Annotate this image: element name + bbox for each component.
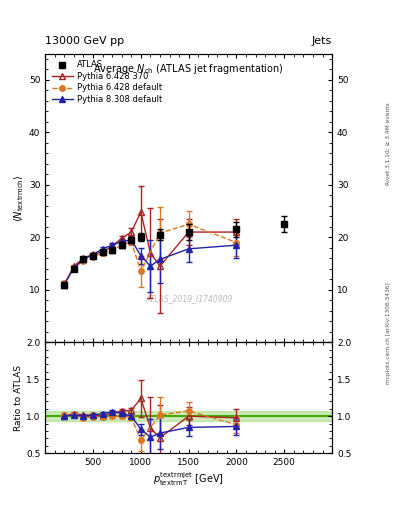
Text: ATLAS_2019_I1740909: ATLAS_2019_I1740909 [145, 294, 232, 304]
Y-axis label: $\langle N_{\rm textrm{ch}}\rangle$: $\langle N_{\rm textrm{ch}}\rangle$ [12, 174, 26, 222]
Text: Average $N_{\rm ch}$ (ATLAS jet fragmentation): Average $N_{\rm ch}$ (ATLAS jet fragment… [94, 62, 284, 76]
Text: Jets: Jets [312, 36, 332, 46]
X-axis label: $p_{\rm textrm{T}}^{\rm textrm{jet}}$ [GeV]: $p_{\rm textrm{T}}^{\rm textrm{jet}}$ [G… [153, 470, 224, 487]
Text: mcplots.cern.ch [arXiv:1306.3436]: mcplots.cern.ch [arXiv:1306.3436] [386, 282, 391, 383]
Y-axis label: Ratio to ATLAS: Ratio to ATLAS [14, 365, 23, 431]
Legend: ATLAS, Pythia 6.428 370, Pythia 6.428 default, Pythia 8.308 default: ATLAS, Pythia 6.428 370, Pythia 6.428 de… [50, 58, 165, 106]
Text: Rivet 3.1.10; ≥ 3.4M events: Rivet 3.1.10; ≥ 3.4M events [386, 102, 391, 185]
Text: 13000 GeV pp: 13000 GeV pp [45, 36, 124, 46]
Bar [45, 411, 332, 421]
